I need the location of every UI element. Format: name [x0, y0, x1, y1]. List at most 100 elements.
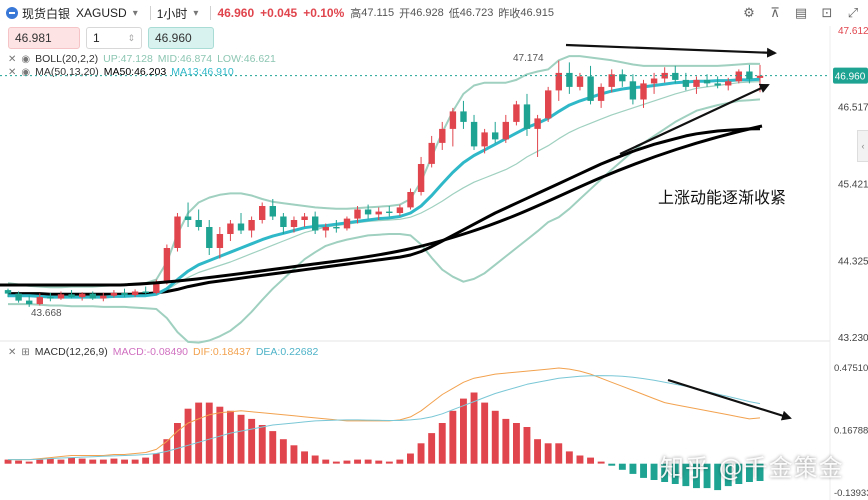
macd-trend-arrow [667, 378, 792, 421]
candle-body [121, 292, 128, 295]
macd-histogram-bar [650, 463, 658, 480]
macd-histogram-bar [375, 460, 383, 464]
candle-body [4, 290, 12, 294]
hand-drawn-trend-line [0, 124, 763, 287]
ohlc-open-label: 开 [399, 8, 411, 20]
divider [149, 6, 151, 20]
price-pane [0, 55, 830, 344]
candle-body [153, 283, 160, 293]
candle-body [227, 223, 234, 234]
candle-body [280, 216, 287, 227]
side-panel-toggle[interactable]: ‹ [857, 130, 868, 162]
visibility-eye-icon[interactable]: ◉ [21, 53, 31, 65]
candle-body [248, 220, 255, 231]
timeframe-dropdown-icon[interactable]: ▾ [193, 7, 199, 19]
macd-histogram-bar [576, 455, 584, 464]
macd-histogram-bar [195, 402, 203, 464]
ma-name[interactable]: MA(50,13,20) [35, 66, 99, 78]
ohlc-prevclose-value: 46.915 [520, 7, 555, 19]
macd-histogram-bar [216, 406, 224, 464]
macd-histogram-bar [142, 457, 150, 464]
boll-legend: ✕ ◉ BOLL(20,2,2) UP:47.128 MID:46.874 LO… [8, 53, 276, 65]
indicator-icon[interactable]: ⊼ [770, 5, 780, 20]
candle-body [364, 209, 372, 215]
ohlc-low-value: 46.723 [459, 7, 494, 19]
candle-body [36, 297, 43, 305]
macd-histogram-bar [68, 457, 75, 464]
macd-value: MACD:-0.08490 [112, 346, 189, 358]
macd-histogram-bar [36, 459, 44, 464]
ma13-value: MA13:46.910 [171, 66, 234, 78]
macd-histogram-bar [364, 459, 372, 464]
ohlc-open-value: 46.928 [410, 7, 444, 19]
candle-body [513, 104, 520, 122]
macd-histogram-bar [597, 461, 605, 464]
candle-body [184, 216, 192, 220]
candle-body [375, 211, 382, 215]
candle-body [142, 291, 149, 293]
sell-price-button[interactable]: 46.981 [8, 27, 80, 49]
candle-body [290, 220, 298, 227]
macd-histogram-bar [15, 460, 22, 464]
macd-histogram-bar [290, 445, 298, 464]
candle-body [523, 104, 531, 129]
chart-style-icon[interactable]: ▤ [794, 5, 808, 20]
settings-gear-icon[interactable]: ⚙ [743, 5, 755, 20]
close-indicator-icon[interactable]: ✕ [8, 66, 17, 78]
macd-histogram-bar [618, 463, 626, 470]
macd-histogram-bar [269, 431, 277, 464]
candle-body [26, 300, 33, 305]
buy-price-button[interactable]: 46.960 [148, 27, 214, 49]
boll-name[interactable]: BOLL(20,2,2) [35, 53, 99, 65]
candle-body [79, 293, 86, 298]
last-price-tag [833, 67, 868, 84]
candle-body [428, 142, 435, 164]
visibility-eye-icon[interactable]: ◉ [21, 66, 31, 78]
symbol-name[interactable]: 现货白银 [22, 6, 71, 21]
quick-order-row: 46.981 1 ⇕ 46.960 [8, 27, 214, 49]
macd-histogram-bar [385, 461, 393, 464]
macd-tick-label: 0.16788 [834, 426, 868, 437]
macd-histogram-bar [301, 451, 308, 464]
symbol-code[interactable]: XAGUSD [76, 6, 127, 20]
candle-body [534, 118, 541, 129]
alert-icon[interactable]: ⊡ [821, 5, 833, 20]
macd-histogram-bar [110, 458, 118, 464]
quantity-value: 1 [93, 31, 100, 45]
candle-body [396, 207, 404, 213]
close-indicator-icon[interactable]: ✕ [8, 53, 17, 65]
macd-histogram-bar [513, 423, 520, 464]
macd-pane [4, 367, 764, 491]
macd-histogram-bar [343, 460, 351, 464]
symbol-dropdown-icon[interactable]: ▾ [132, 7, 138, 19]
candle-body [259, 206, 266, 220]
close-indicator-icon[interactable]: ✕ [8, 346, 17, 358]
macd-histogram-bar [629, 463, 637, 474]
macd-histogram-bar [587, 457, 594, 464]
macd-histogram-bar [279, 439, 287, 464]
watermark: 知乎 @千金策金 [660, 454, 844, 482]
candle-body [439, 128, 446, 143]
macd-histogram-bar [311, 455, 319, 464]
macd-histogram-bar [470, 392, 478, 464]
fullscreen-icon[interactable]: ⤢ [847, 5, 859, 20]
candle-body [587, 76, 594, 101]
candle-body [174, 216, 181, 248]
boll-up: UP:47.128 [103, 53, 153, 65]
ohlc-low-label: 低 [448, 8, 460, 20]
macd-histogram-bar [322, 459, 330, 464]
candle-body [386, 211, 393, 213]
indicator-box-icon[interactable]: ⊞ [21, 346, 30, 358]
candle-body [502, 121, 509, 140]
macd-name[interactable]: MACD(12,26,9) [34, 346, 108, 358]
dea-line [8, 375, 761, 461]
quantity-stepper[interactable]: 1 ⇕ [86, 27, 142, 49]
macd-histogram-bar [523, 427, 531, 464]
boll-mid-line [7, 81, 761, 297]
price-tick-label: 45.421 [838, 180, 868, 191]
timeframe-selector[interactable]: 1小时 [156, 6, 188, 21]
stepper-icon[interactable]: ⇕ [127, 32, 135, 43]
candle-body [269, 206, 276, 217]
candle-body [597, 86, 605, 101]
macd-histogram-bar [428, 433, 436, 464]
